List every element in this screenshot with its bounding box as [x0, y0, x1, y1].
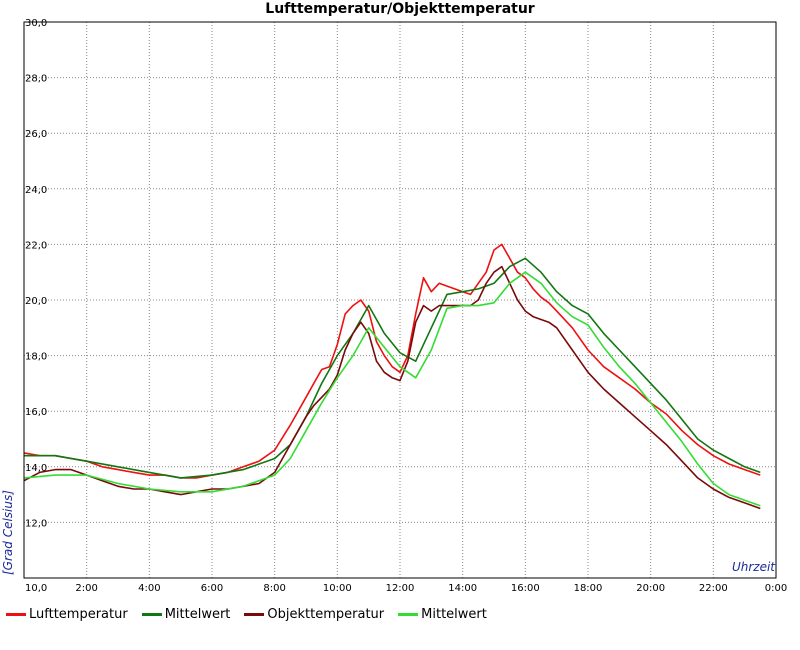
x-tick-label: 22:00	[699, 583, 728, 594]
y-tick-label: 22,0	[25, 240, 47, 251]
series-lines	[23, 243, 761, 510]
legend-item: Mittelwert	[141, 607, 231, 622]
legend-swatch	[6, 613, 26, 616]
legend: Lufttemperatur Mittelwert Objekttemperatur…	[6, 607, 501, 622]
legend-swatch	[398, 613, 419, 616]
x-tick-label: 4:00	[138, 583, 160, 594]
x-tick-label: 10:00	[323, 583, 352, 594]
y-tick-label: 14,0	[25, 463, 47, 474]
legend-label: Lufttemperatur	[29, 607, 128, 622]
y-axis-label: [Grad Celsius]	[1, 490, 15, 575]
y-axis-ticks: 30,0 28,0 26,0 24,0 22,0 20,0 18,0 16,0 14,0 12,0	[25, 18, 47, 529]
x-tick-label: 12:00	[386, 583, 415, 594]
y-tick-label: 30,0	[25, 18, 47, 29]
legend-item: Lufttemperatur	[6, 607, 128, 622]
x-tick-label: 16:00	[511, 583, 540, 594]
x-tick-label: 14:00	[448, 583, 477, 594]
x-axis-ticks: 10,0 2:00 4:00 6:00 8:00 10:00 12:00 14:00 16:00…	[25, 583, 787, 594]
plot-frame	[23, 21, 777, 579]
chart-title: Lufttemperatur/Objekttemperatur	[265, 1, 535, 17]
grid	[24, 21, 776, 578]
series-line-3	[23, 271, 761, 507]
x-tick-label: 0:00	[765, 583, 787, 594]
legend-label: Mittelwert	[421, 607, 487, 622]
x-axis-label: Uhrzeit	[732, 560, 776, 574]
x-tick-label: 2:00	[75, 583, 97, 594]
x-tick-label: 18:00	[574, 583, 603, 594]
series-line-2	[23, 265, 761, 510]
series-line-1	[24, 257, 761, 479]
series-line-0	[23, 243, 761, 479]
legend-label: Mittelwert	[164, 607, 231, 622]
legend-item: Objekttemperatur	[244, 607, 384, 622]
y-tick-label: 24,0	[25, 185, 47, 196]
y-tick-label: 28,0	[25, 74, 47, 85]
x-tick-label: 8:00	[263, 583, 285, 594]
y-tick-label: 12,0	[25, 518, 47, 529]
legend-label: Objekttemperatur	[267, 607, 385, 622]
legend-swatch	[141, 613, 162, 616]
x-tick-label: 10,0	[25, 583, 47, 594]
y-tick-label: 26,0	[25, 129, 47, 140]
y-tick-label: 20,0	[25, 296, 47, 307]
y-tick-label: 16,0	[25, 407, 47, 418]
x-tick-label: 20:00	[636, 583, 665, 594]
x-tick-label: 6:00	[201, 583, 223, 594]
y-tick-label: 18,0	[25, 352, 47, 363]
legend-item: Mittelwert	[398, 607, 487, 622]
legend-swatch	[244, 613, 265, 616]
